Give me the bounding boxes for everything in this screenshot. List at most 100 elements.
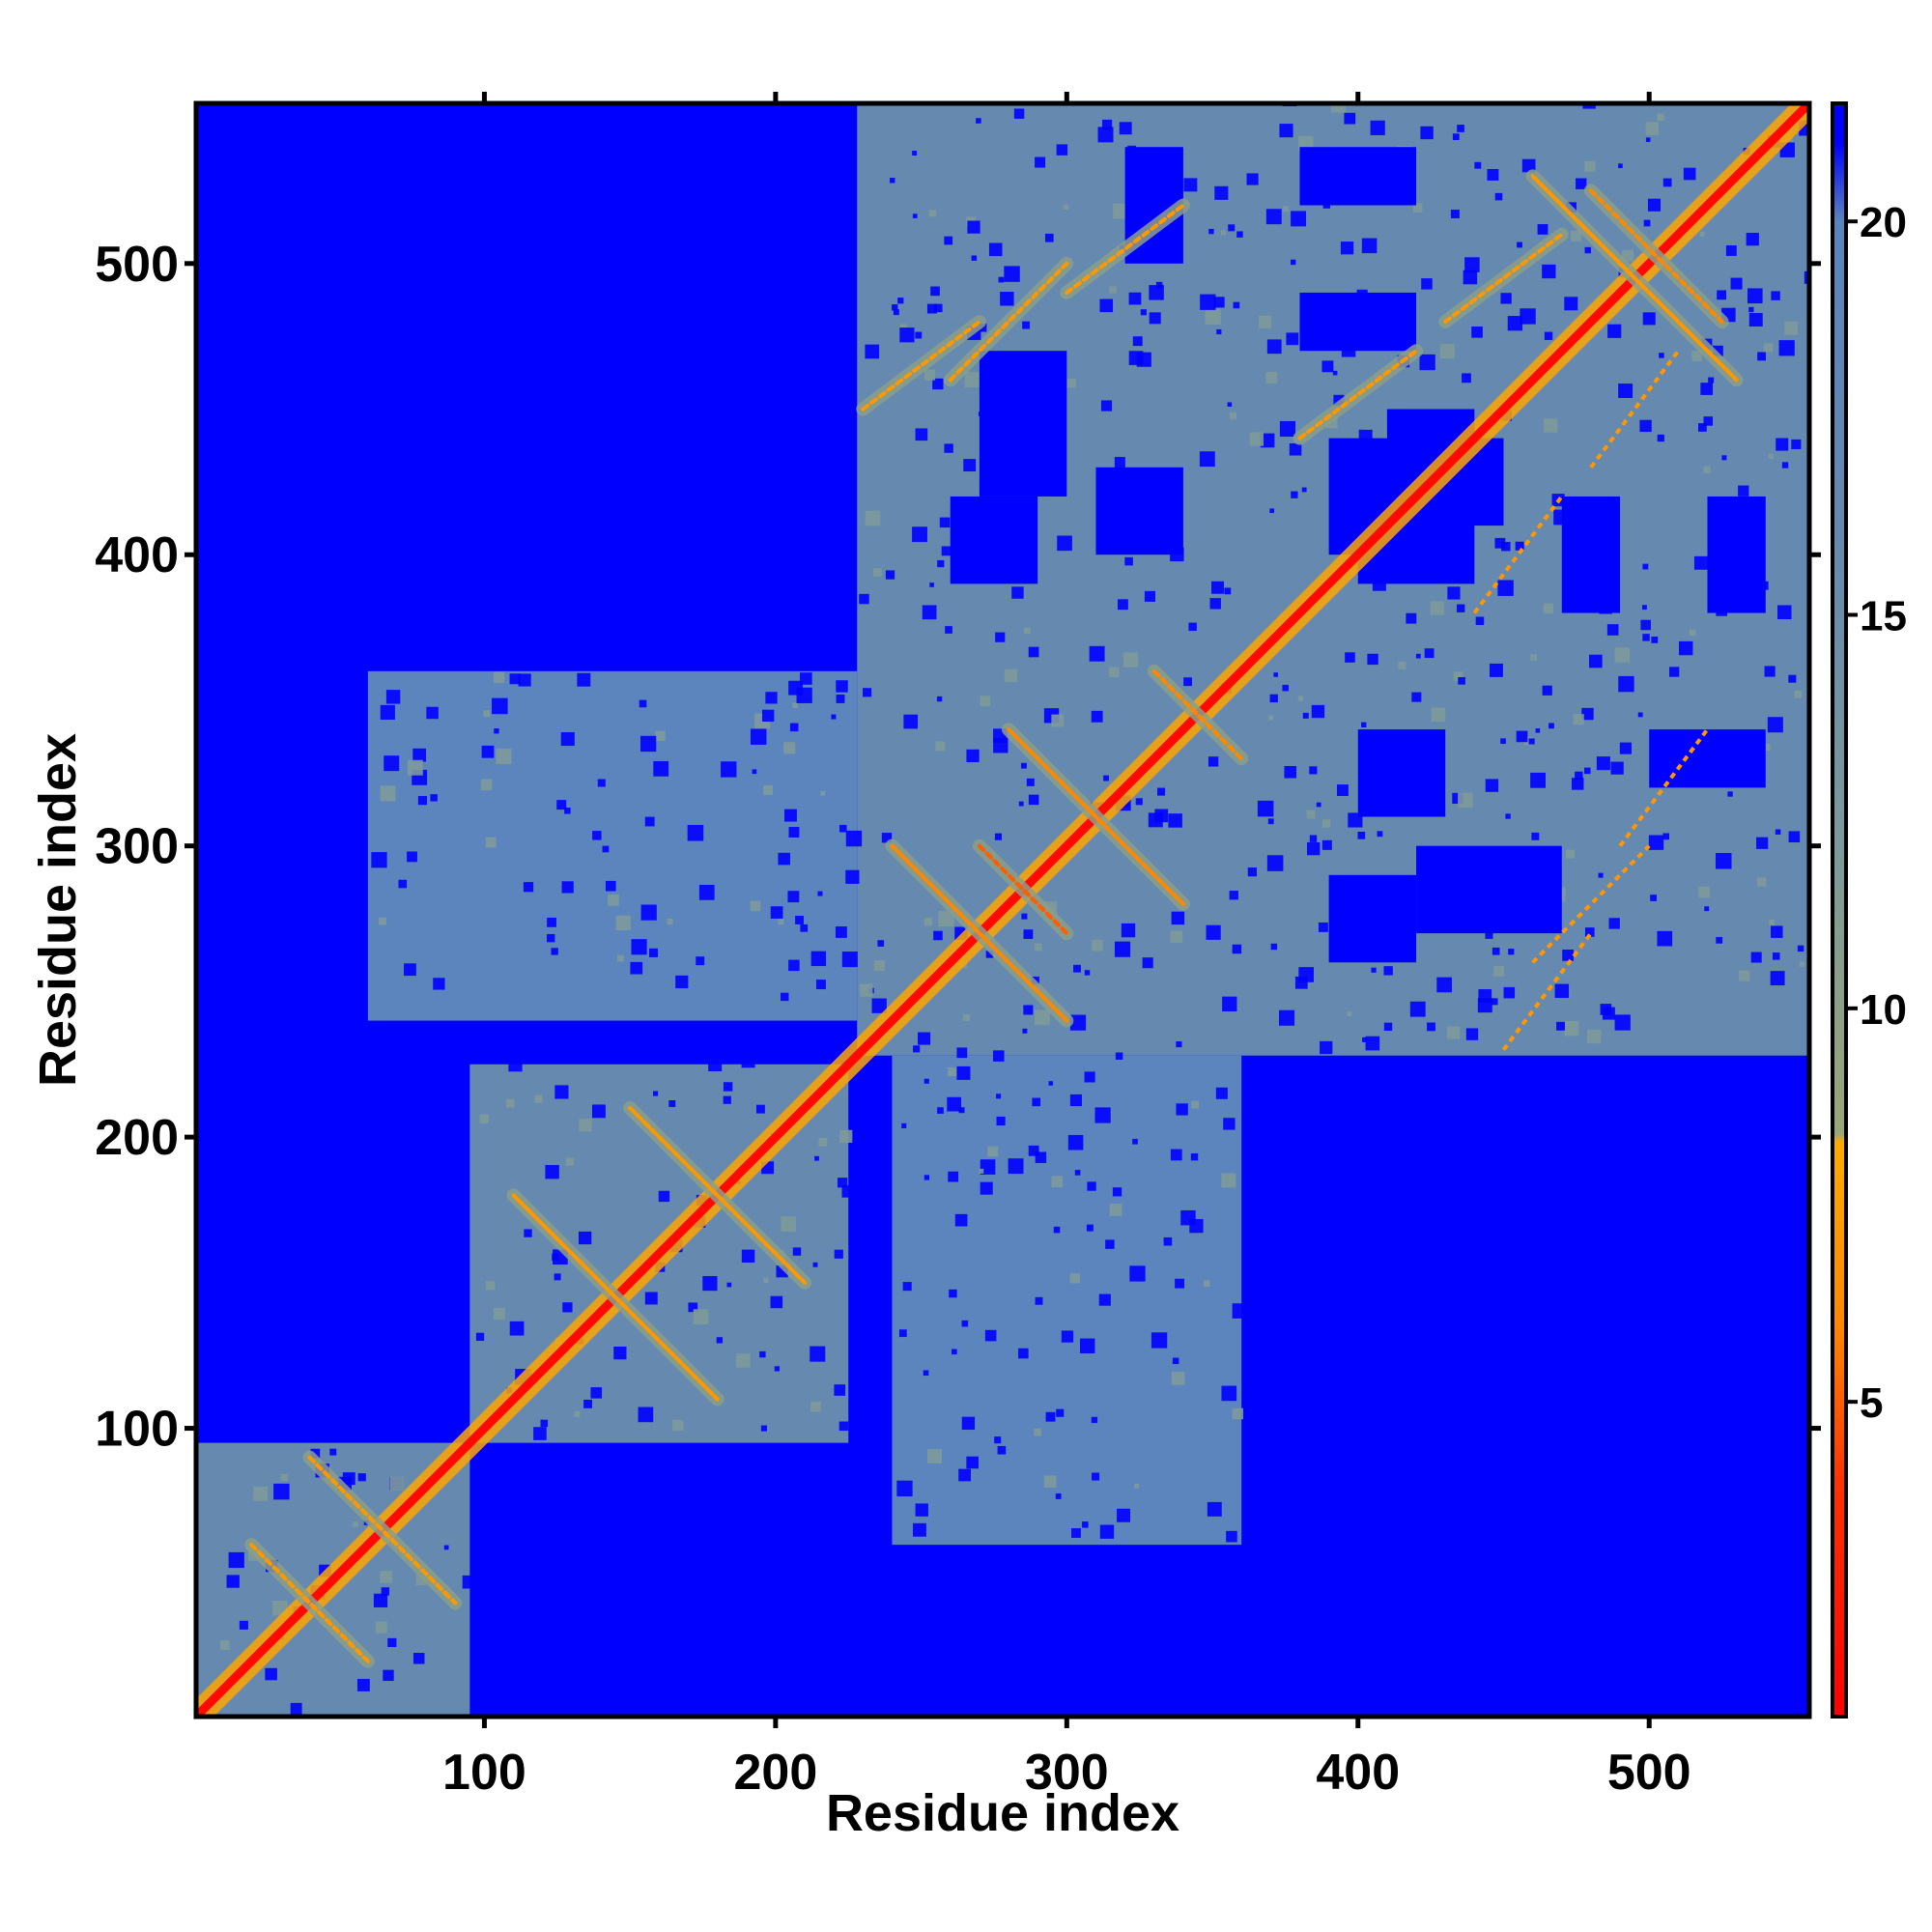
region-texture-cell xyxy=(723,1095,731,1104)
region-texture-cell xyxy=(1048,1081,1054,1086)
region-texture-cell xyxy=(523,882,534,893)
region-texture-cell xyxy=(1763,744,1771,752)
region-texture-cell xyxy=(1034,1428,1041,1436)
region-texture-cell xyxy=(1721,455,1727,461)
region-texture-cell xyxy=(1516,730,1528,743)
region-texture-cell xyxy=(378,917,386,925)
region-texture-cell xyxy=(1347,1011,1352,1016)
region-texture-cell xyxy=(1662,178,1672,187)
region-texture-cell xyxy=(1282,684,1289,692)
region-texture-cell xyxy=(937,1107,944,1114)
region-texture-cell xyxy=(899,327,915,343)
region-texture-cell xyxy=(980,1159,996,1175)
region-texture-cell xyxy=(994,833,1003,840)
region-texture-cell xyxy=(1565,849,1575,859)
region-texture-cell xyxy=(1505,813,1511,819)
region-texture-cell xyxy=(1232,1303,1248,1319)
region-texture-cell xyxy=(892,304,898,311)
region-texture-cell xyxy=(1517,242,1522,248)
region-texture-cell xyxy=(1084,1071,1095,1083)
region-texture-cell xyxy=(1199,451,1215,468)
region-texture-cell xyxy=(814,1155,819,1161)
region-texture-cell xyxy=(407,759,423,776)
region-texture-cell xyxy=(1082,1521,1089,1528)
region-texture-cell xyxy=(996,1116,1006,1126)
region-texture-cell xyxy=(1112,1187,1122,1197)
region-texture-cell xyxy=(1023,1005,1034,1015)
region-texture-cell xyxy=(1168,813,1182,828)
region-texture-cell xyxy=(577,672,591,687)
region-texture-cell xyxy=(1571,778,1584,790)
region-texture-cell xyxy=(966,749,980,763)
region-texture-cell xyxy=(795,916,804,924)
region-texture-cell xyxy=(1321,360,1334,373)
region-texture-cell xyxy=(1650,895,1657,901)
region-texture-cell xyxy=(1171,1372,1185,1385)
region-texture-cell xyxy=(574,1410,581,1417)
region-texture-cell xyxy=(1074,1170,1081,1176)
region-texture-cell xyxy=(1778,340,1795,356)
contact-band-mirror xyxy=(1589,350,1680,469)
region-texture-cell xyxy=(1383,1022,1393,1032)
region-texture-cell xyxy=(923,917,933,926)
region-texture-cell xyxy=(954,1213,968,1227)
region-texture-cell xyxy=(1089,645,1105,662)
region-texture-cell xyxy=(1268,715,1274,721)
region-texture-cell xyxy=(918,1032,931,1045)
x-tick-label: 100 xyxy=(442,1745,526,1801)
region-texture-cell xyxy=(988,242,1003,257)
region-texture-cell xyxy=(1206,924,1221,940)
region-texture-cell xyxy=(877,940,885,947)
region-texture-cell xyxy=(788,959,800,972)
region-texture-cell xyxy=(415,1575,427,1586)
region-texture-cell xyxy=(290,1702,302,1715)
region-texture-cell xyxy=(280,1473,289,1482)
region-texture-cell xyxy=(741,1054,755,1068)
region-texture-cell xyxy=(702,1275,718,1292)
region-texture-cell xyxy=(592,1104,606,1119)
contact-band-mirror xyxy=(308,1456,457,1605)
region-texture-cell xyxy=(716,1337,724,1344)
region-texture-cell xyxy=(1542,264,1556,279)
region-texture-cell xyxy=(1208,228,1214,235)
region-texture-cell xyxy=(995,632,1006,642)
region-texture-cell xyxy=(1365,1036,1380,1051)
region-texture-cell xyxy=(1176,1103,1188,1116)
region-texture-cell xyxy=(1043,1475,1057,1489)
contact-band xyxy=(1443,232,1564,325)
region-texture-cell xyxy=(1669,667,1680,677)
region-texture-cell xyxy=(1457,604,1465,612)
region-texture-cell xyxy=(653,1091,659,1096)
region-texture-cell xyxy=(1420,126,1434,140)
region-texture-cell xyxy=(936,696,943,702)
region-texture-cell xyxy=(1228,224,1236,232)
region-texture-cell xyxy=(1203,1280,1210,1288)
region-texture-cell xyxy=(1053,1226,1061,1234)
region-texture-cell xyxy=(770,906,783,919)
region-texture-cell xyxy=(1100,400,1113,412)
region-texture-cell xyxy=(534,1094,543,1103)
region-texture-cell xyxy=(721,761,737,778)
region-texture-cell xyxy=(554,1085,569,1099)
region-texture-cell xyxy=(1493,965,1505,977)
region-texture-cell xyxy=(1273,672,1278,677)
region-texture-cell xyxy=(1176,1040,1182,1048)
region-texture-cell xyxy=(687,824,704,841)
region-texture-cell xyxy=(966,1456,979,1469)
region-texture-cell xyxy=(915,1503,928,1517)
region-texture-cell xyxy=(958,1468,971,1482)
region-texture-cell xyxy=(1157,787,1166,796)
region-texture-cell xyxy=(1223,1118,1236,1130)
region-texture-cell xyxy=(792,1247,802,1256)
region-texture-cell xyxy=(1542,685,1552,696)
region-texture-cell xyxy=(1061,1330,1074,1343)
region-texture-cell xyxy=(1190,1152,1199,1161)
region-texture-cell xyxy=(947,1096,962,1112)
region-texture-cell xyxy=(480,779,493,791)
region-texture-cell xyxy=(1409,1001,1426,1017)
region-texture-cell xyxy=(562,1302,573,1313)
region-texture-cell xyxy=(356,1679,370,1691)
region-texture-cell xyxy=(1362,1037,1368,1042)
region-texture-cell xyxy=(871,998,887,1013)
region-texture-cell xyxy=(1128,292,1142,305)
